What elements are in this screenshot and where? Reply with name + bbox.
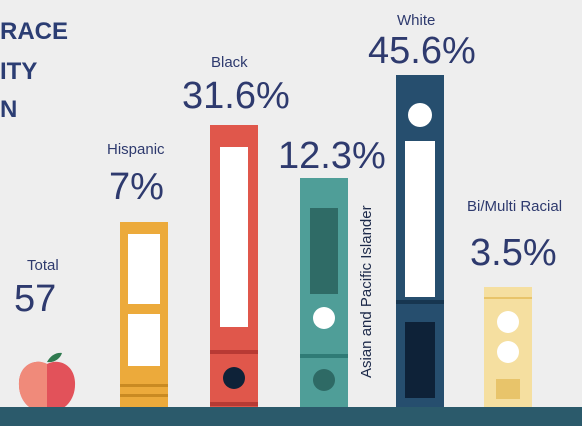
bar-ring-hole [313,307,335,329]
title-line-2: ITY [0,58,38,85]
bar-label-panel [496,379,520,399]
category-label-hispanic: Hispanic [107,141,165,158]
bar-stripe [300,354,348,358]
bar-ring-hole [497,311,519,333]
data-label-asian: 12.3% [278,135,386,177]
bar-label-panel [128,234,160,304]
bar-ring-hole [497,341,519,363]
bar-stripe [396,300,444,304]
total-label: Total [27,257,59,274]
bar-ring-hole [223,367,245,389]
bar-ring-hole [313,369,335,391]
category-label-black: Black [211,54,248,71]
footer-bar [0,407,582,426]
category-label-white: White [397,12,436,29]
bar-label-panel [405,141,435,297]
bar-label-panel [405,322,435,398]
apple-icon [18,352,76,411]
bar-label-panel [128,314,160,366]
category-label-multiracial: Bi/Multi Racial [467,198,563,215]
bar-stripe [484,297,532,299]
bar-label-panel [220,147,248,327]
bar-label-panel [310,208,338,294]
data-label-hispanic: 7% [109,166,164,208]
data-label-white: 45.6% [368,30,476,72]
data-label-multiracial: 3.5% [470,232,557,274]
category-label-asian: Asian and Pacific Islander [358,205,375,378]
bar-stripe [120,384,168,387]
data-label-black: 31.6% [182,75,290,117]
bar-ring-hole [408,103,432,127]
total-value: 57 [14,278,57,320]
title-line-1: RACE [0,18,69,45]
title-line-3: N [0,96,18,123]
bar-stripe [210,350,258,354]
bar-stripe [120,394,168,397]
bar-stripe [210,402,258,406]
